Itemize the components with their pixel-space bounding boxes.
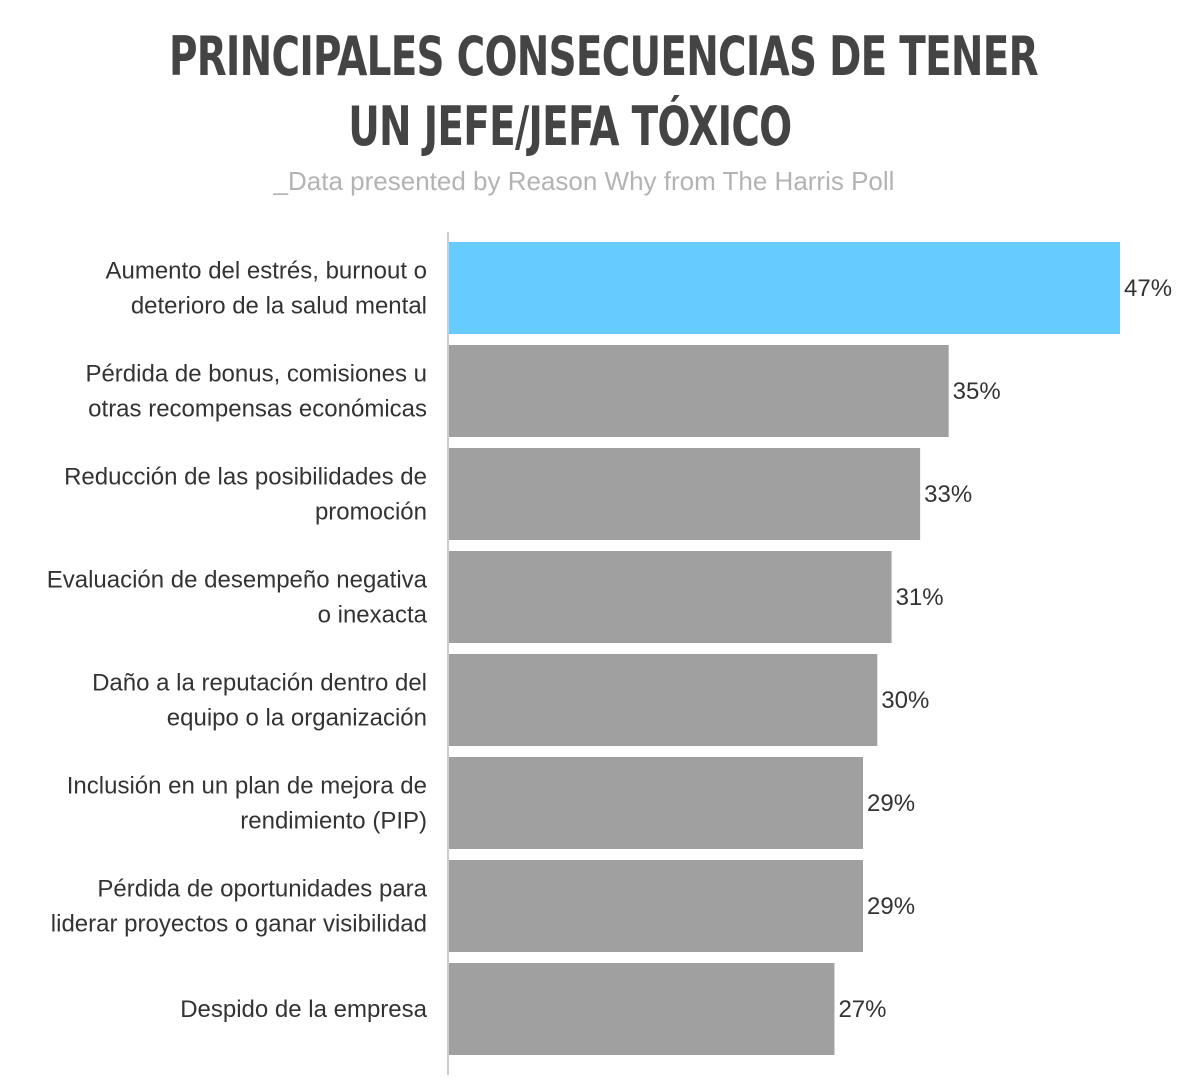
category-label-4-line-1: equipo o la organización [167, 705, 427, 732]
value-label-6: 29% [867, 893, 915, 920]
category-label-7-line-0: Despido de la empresa [180, 996, 427, 1023]
bar-1 [449, 345, 949, 437]
category-label-5: Inclusión en un plan de mejora de rendimi… [67, 773, 427, 835]
category-label-2: Reducción de las posibilidades de promoci… [64, 464, 427, 526]
category-label-6-line-1: liderar proyectos o ganar visibilidad [51, 911, 427, 938]
bar-0 [449, 242, 1120, 334]
category-label-6: Pérdida de oportunidades para liderar pro… [51, 876, 428, 938]
category-label-5-line-0: Inclusión en un plan de mejora de [67, 773, 427, 800]
value-label-0: 47% [1124, 275, 1172, 302]
category-label-1-line-0: Pérdida de bonus, comisiones u [85, 361, 427, 388]
category-label-5-line-1: rendimiento (PIP) [240, 808, 427, 835]
category-label-4: Daño a la reputación dentro del equipo o … [92, 670, 427, 732]
category-label-6-line-0: Pérdida de oportunidades para [97, 876, 427, 903]
chart-title: PRINCIPALES CONSECUENCIAS DE TENER UN JE… [0, 22, 1140, 162]
category-label-0: Aumento del estrés, burnout o deterioro d… [105, 258, 427, 320]
category-label-3: Evaluación de desempeño negativa o inexac… [47, 567, 428, 629]
value-label-3: 31% [896, 584, 944, 611]
chart-subtitle: _Data presented by Reason Why from The H… [273, 166, 895, 196]
bar-3 [449, 551, 892, 643]
bar-5 [449, 757, 864, 849]
category-label-7: Despido de la empresa [180, 996, 427, 1023]
value-label-1: 35% [953, 378, 1001, 405]
category-label-2-line-0: Reducción de las posibilidades de [64, 464, 427, 491]
category-label-2-line-1: promoción [315, 499, 427, 526]
value-label-2: 33% [924, 481, 972, 508]
category-label-3-line-0: Evaluación de desempeño negativa [47, 567, 428, 594]
value-label-7: 27% [838, 996, 886, 1023]
value-label-5: 29% [867, 790, 915, 817]
bar-7 [449, 963, 835, 1055]
category-label-4-line-0: Daño a la reputación dentro del [92, 670, 427, 697]
chart-title-line-2: UN JEFE/JEFA TÓXICO [348, 95, 792, 158]
category-label-0-line-1: deterioro de la salud mental [131, 293, 427, 320]
chart-title-line-1: PRINCIPALES CONSECUENCIAS DE TENER [168, 25, 1039, 88]
bar-4 [449, 654, 878, 746]
category-label-1: Pérdida de bonus, comisiones u otras reco… [85, 361, 427, 423]
bar-6 [449, 860, 864, 952]
value-label-4: 30% [881, 687, 929, 714]
category-label-1-line-1: otras recompensas económicas [88, 396, 427, 423]
category-label-0-line-0: Aumento del estrés, burnout o [105, 258, 427, 285]
category-label-3-line-1: o inexacta [318, 602, 428, 629]
bar-2 [449, 448, 921, 540]
